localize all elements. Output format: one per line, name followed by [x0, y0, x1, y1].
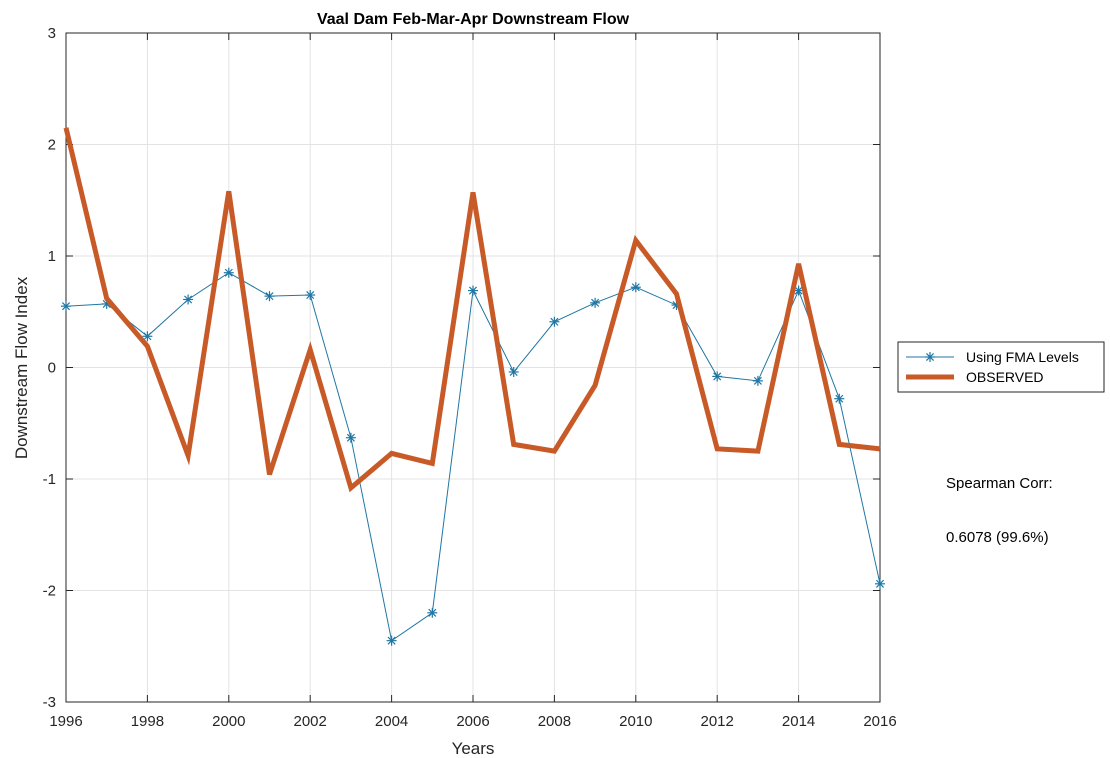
- marker-stroke: [143, 332, 152, 341]
- y-tick-label: -3: [43, 694, 56, 711]
- data-point: [183, 294, 194, 305]
- data-point: [630, 282, 641, 293]
- x-tick-label: 1998: [131, 713, 164, 730]
- marker-stroke: [265, 292, 274, 301]
- y-tick-label: 0: [48, 360, 56, 377]
- data-point: [264, 291, 275, 302]
- spearman-value: 0.6078 (99.6%): [946, 529, 1049, 546]
- marker-stroke: [550, 317, 559, 326]
- data-point: [345, 432, 356, 443]
- legend-label: Using FMA Levels: [966, 349, 1079, 365]
- series-layer: [61, 127, 885, 646]
- data-point: [223, 267, 234, 278]
- data-point: [142, 331, 153, 342]
- marker-stroke: [468, 286, 478, 295]
- y-axis-title: Downstream Flow Index: [12, 276, 31, 459]
- data-point: [468, 285, 478, 296]
- y-tick-label: 2: [48, 137, 56, 154]
- y-tick-label: -1: [43, 471, 56, 488]
- x-tick-label: 2008: [538, 713, 571, 730]
- marker-stroke: [509, 367, 518, 376]
- x-tick-label: 2004: [375, 713, 408, 730]
- x-axis-title: Years: [452, 739, 495, 758]
- data-point: [549, 316, 560, 327]
- marker-stroke: [713, 372, 722, 381]
- x-tick-label: 1996: [49, 713, 82, 730]
- data-point: [427, 607, 438, 618]
- x-tick-label: 2000: [212, 713, 245, 730]
- marker-stroke: [346, 433, 355, 442]
- x-tick-label: 2010: [619, 713, 652, 730]
- x-tick-label: 2012: [701, 713, 734, 730]
- y-tick-label: 3: [48, 25, 56, 42]
- data-point: [61, 301, 71, 312]
- marker-stroke: [306, 291, 315, 300]
- data-point: [752, 375, 763, 386]
- axis-ticks: 1996 1998 2000 2002 2004 2006 2008 2010 2012 2014…: [43, 25, 897, 730]
- legend-marker: [925, 352, 935, 362]
- marker-stroke: [631, 283, 640, 292]
- legend: Using FMA Levels OBSERVED: [897, 341, 1105, 393]
- marker-stroke: [224, 268, 233, 277]
- data-point: [386, 635, 397, 646]
- data-point: [508, 366, 519, 377]
- marker-stroke: [387, 636, 396, 645]
- series-line-2: [63, 127, 881, 493]
- marker-stroke: [184, 295, 193, 304]
- data-point: [875, 578, 885, 589]
- marker-stroke: [753, 376, 762, 385]
- legend-label: OBSERVED: [966, 369, 1044, 385]
- chart-title: Vaal Dam Feb-Mar-Apr Downstream Flow: [317, 11, 630, 28]
- x-tick-label: 2002: [294, 713, 327, 730]
- marker-stroke: [591, 298, 600, 307]
- marker-stroke: [794, 286, 803, 295]
- marker-stroke: [61, 302, 71, 311]
- marker-stroke: [428, 608, 437, 617]
- data-point: [712, 371, 723, 382]
- data-point: [305, 290, 316, 301]
- marker-stroke: [835, 394, 844, 403]
- y-tick-label: -2: [43, 583, 56, 600]
- legend-box: [897, 341, 1105, 393]
- spearman-label: Spearman Corr:: [946, 475, 1053, 492]
- data-point: [834, 393, 845, 404]
- x-tick-label: 2006: [456, 713, 489, 730]
- y-tick-label: 1: [48, 248, 56, 265]
- marker-stroke: [925, 352, 935, 362]
- marker-stroke: [875, 579, 885, 588]
- x-tick-label: 2014: [782, 713, 815, 730]
- data-point: [590, 297, 601, 308]
- x-tick-label: 2016: [863, 713, 896, 730]
